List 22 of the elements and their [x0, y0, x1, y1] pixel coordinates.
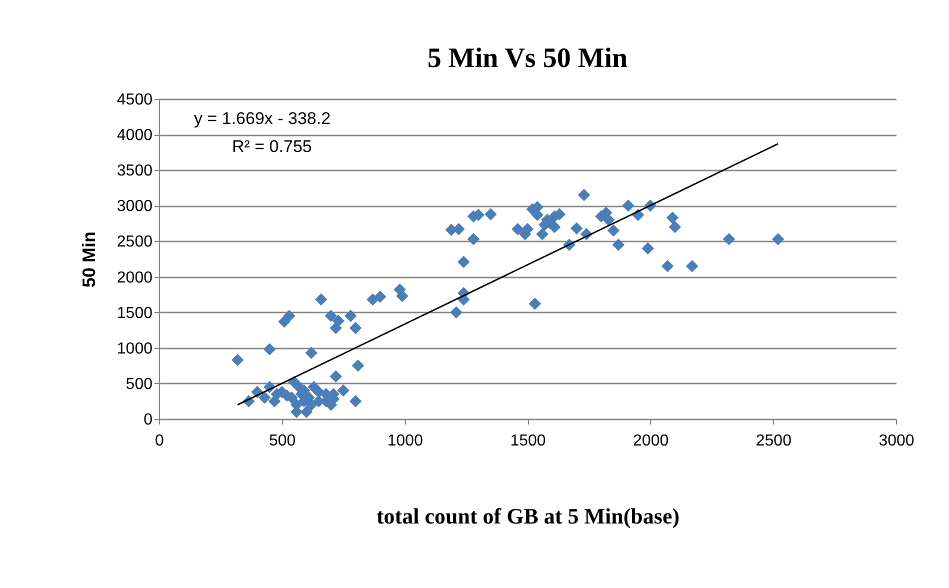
x-tick-label: 500	[268, 432, 296, 450]
y-tick-label: 3500	[116, 162, 153, 180]
y-tick-label: 2000	[116, 269, 153, 286]
x-tick-label: 3000	[878, 432, 914, 450]
annotation: y = 1.669x - 338.2	[194, 109, 331, 128]
y-tick-label: 4000	[116, 127, 153, 144]
chart-title: 5 Min Vs 50 Min	[427, 43, 628, 74]
x-tick-label: 1000	[387, 432, 424, 450]
y-axis-title: 50 Min	[78, 231, 99, 288]
y-tick-label: 1500	[116, 304, 153, 322]
x-tick-label: 0	[155, 432, 164, 450]
annotation: R² = 0.755	[232, 137, 312, 156]
y-tick-label: 500	[126, 376, 153, 393]
x-tick-label: 2000	[633, 432, 669, 450]
y-tick-label: 1000	[116, 340, 153, 358]
y-tick-label: 0	[144, 412, 153, 428]
y-tick-label: 3000	[116, 198, 153, 216]
x-axis-title: total count of GB at 5 Min(base)	[376, 504, 680, 528]
y-tick-label: 4500	[116, 92, 153, 108]
y-tick-label: 2500	[116, 234, 153, 251]
x-tick-label: 1500	[510, 432, 546, 450]
x-tick-label: 2500	[756, 432, 792, 450]
